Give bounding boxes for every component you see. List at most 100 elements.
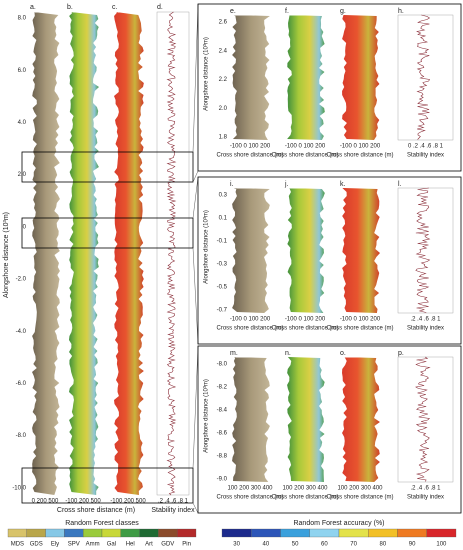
x-tick-label: 100 200 300 400 xyxy=(337,486,383,492)
legend-swatch xyxy=(139,528,159,538)
legend-label: 90 xyxy=(409,542,416,548)
zoom-box xyxy=(21,151,194,183)
x-tick-label: .2 .4 .6 .8 1 xyxy=(158,499,189,505)
row-frame xyxy=(197,176,462,345)
panel-label: p. xyxy=(398,350,404,357)
legend-swatch xyxy=(426,528,457,538)
x-tick-label: -100 0 100 200 xyxy=(340,317,381,323)
legend-swatch xyxy=(280,528,310,538)
y-tick-label: 2.4 xyxy=(219,48,228,54)
legend-label: Amm xyxy=(86,542,100,548)
legend-swatch xyxy=(120,528,140,538)
y-tick-label: -2.0 xyxy=(16,277,27,283)
panel-label: l. xyxy=(398,181,402,188)
legend-title: Random Forest accuracy (%) xyxy=(293,520,384,527)
panel-label: n. xyxy=(285,350,291,357)
connector xyxy=(192,345,199,469)
connector xyxy=(192,170,199,183)
x-tick-label: -100 200 500 xyxy=(110,499,146,505)
legend-swatch xyxy=(338,528,369,538)
y-tick-label: 1.8 xyxy=(219,135,228,141)
x-axis-label: Cross shore distance (m) xyxy=(271,495,338,501)
panel-label: a. xyxy=(30,4,36,11)
connector xyxy=(192,176,199,219)
legend-swatch xyxy=(7,528,27,538)
image-strip xyxy=(287,15,325,140)
y-tick-label: -8.6 xyxy=(217,431,228,437)
stability-frame xyxy=(156,11,190,496)
stability-line xyxy=(415,356,431,482)
legend-swatch xyxy=(45,528,65,538)
legend-swatch xyxy=(309,528,340,538)
zoom-box xyxy=(21,467,194,504)
x-tick-label: 100 200 300 400 xyxy=(282,486,328,492)
x-tick-label: 0 200 500 xyxy=(32,499,59,505)
connector xyxy=(192,3,199,153)
x-axis-label: Cross shore distance (m) xyxy=(326,326,393,332)
image-strip xyxy=(342,188,380,313)
image-strip xyxy=(287,357,325,482)
x-axis-label: Stability index xyxy=(407,326,444,332)
x-axis-label: Cross shore distance (m) xyxy=(216,153,283,159)
y-tick-label: -8.2 xyxy=(217,385,228,391)
y-tick-label: 4.0 xyxy=(18,120,27,126)
y-tick-label: 0.1 xyxy=(219,216,228,222)
x-tick-label: -100 200 500 xyxy=(65,499,101,505)
y-tick-label: 8.0 xyxy=(18,16,27,22)
image-strip xyxy=(114,12,144,495)
y-tick-label: -8.4 xyxy=(217,408,228,414)
x-axis-label: Cross shore distance (m) xyxy=(271,153,338,159)
legend-label: 60 xyxy=(321,542,328,548)
y-tick-label: -0.1 xyxy=(217,239,228,245)
panel-label: b. xyxy=(67,4,73,11)
x-axis-label: Cross shore distance (m) xyxy=(326,153,393,159)
y-tick-label: -0.3 xyxy=(217,262,228,268)
image-strip xyxy=(232,188,270,313)
row-frame xyxy=(197,3,462,172)
panel-label: m. xyxy=(230,350,238,357)
legend-label: Ely xyxy=(51,542,59,548)
legend-label: SPV xyxy=(68,542,80,548)
image-strip xyxy=(232,15,270,140)
image-strip xyxy=(342,357,380,482)
legend-swatch xyxy=(26,528,46,538)
legend-label: 70 xyxy=(350,542,357,548)
panel-label: e. xyxy=(230,8,236,15)
y-tick-label: -9.0 xyxy=(217,477,228,483)
panel-label: c. xyxy=(112,4,118,11)
y-axis-label: Alongshore distance (10³m) xyxy=(3,212,10,298)
legend-title: Random Forest classes xyxy=(65,520,139,527)
y-tick-label: -0.5 xyxy=(217,285,228,291)
x-tick-label: -100 0 100 200 xyxy=(285,317,326,323)
x-axis-label: Cross shore distance (m) xyxy=(326,495,393,501)
legend-swatch xyxy=(397,528,427,538)
row-frame xyxy=(197,345,462,514)
x-axis-label: Stability index xyxy=(151,507,195,514)
legend-label: 30 xyxy=(233,542,240,548)
legend-label: Pin xyxy=(182,542,191,548)
y-axis-label: Alongshore distance (10³m) xyxy=(204,379,210,453)
stability-frame xyxy=(397,187,454,314)
y-tick-label: -4.0 xyxy=(16,329,27,335)
legend-label: Hel xyxy=(126,542,135,548)
y-axis-label: Alongshore distance (10³m) xyxy=(204,37,210,111)
legend-label: Art xyxy=(145,542,153,548)
x-axis-label: Cross shore distance (m) xyxy=(57,507,135,514)
y-tick-label: 2.2 xyxy=(219,77,228,83)
x-tick-label: -100 0 100 200 xyxy=(230,144,271,150)
image-strip xyxy=(342,15,380,140)
image-strip xyxy=(32,12,60,495)
panel-label: g. xyxy=(340,8,346,15)
stability-line xyxy=(416,14,431,140)
y-tick-label: -10.0 xyxy=(12,485,26,491)
legend-swatch xyxy=(177,528,197,538)
connector xyxy=(192,502,199,514)
legend-swatch xyxy=(251,528,281,538)
x-axis-label: Cross shore distance (m) xyxy=(271,326,338,332)
legend-label: GDV xyxy=(161,542,174,548)
legend-label: Gal xyxy=(107,542,116,548)
legend-swatch xyxy=(158,528,178,538)
legend-label: 40 xyxy=(263,542,270,548)
x-tick-label: .2 .4 .6 .8 1 xyxy=(410,317,441,323)
